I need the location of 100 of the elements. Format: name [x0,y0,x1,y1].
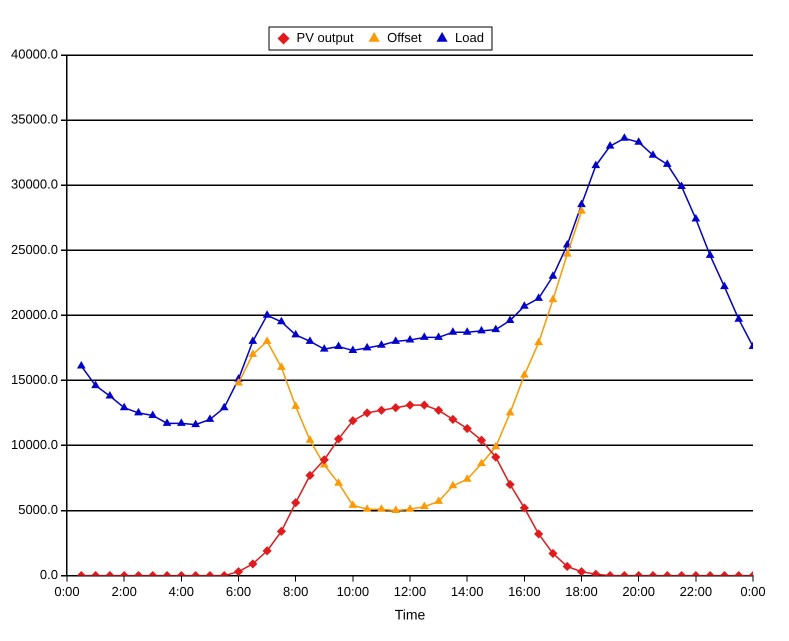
y-tick-label: 25000.0 [10,242,58,257]
x-tick-label: 0:00 [740,584,766,599]
point [563,250,571,257]
point [477,436,486,444]
y-tick-label: 15000.0 [10,372,58,387]
x-tick-label: 10:00 [336,584,370,599]
point [420,400,429,410]
point [278,318,286,324]
point [449,482,457,488]
point [420,333,428,340]
y-tick-label: 35000.0 [10,112,58,127]
y-tick-label: 5000.0 [18,502,58,518]
point [663,160,672,167]
point [578,206,586,214]
point [92,381,100,388]
legend-label: Offset [387,30,422,46]
point [249,350,257,357]
point [363,344,371,350]
point [292,402,300,409]
point [549,295,557,302]
point [262,546,272,556]
point [120,403,128,410]
y-tick-label: 20000.0 [10,306,58,322]
point [334,478,342,486]
point [320,456,328,464]
point [291,498,300,507]
point [620,134,628,141]
point [363,504,371,512]
x-tick-label: 6:00 [226,584,252,599]
point [492,325,500,332]
point [520,504,529,512]
point [449,328,457,335]
x-tick-label: 12:00 [394,584,426,599]
point [163,419,171,426]
point [448,415,458,424]
point [434,333,442,340]
point [491,452,500,462]
x-tick-label: 0:00 [54,584,80,599]
point [434,406,443,415]
point [306,471,314,480]
y-tick-label: 0.0 [40,567,58,582]
point [349,501,357,508]
point [263,337,271,344]
point [649,150,657,158]
point [548,549,558,558]
point [577,567,586,576]
x-tick-label: 14:00 [450,584,484,599]
point [277,527,286,536]
point [348,416,358,425]
point [520,370,528,378]
point [406,336,414,343]
point [306,337,314,344]
y-tick-label: 10000.0 [10,437,58,452]
point [492,442,500,450]
point [606,142,614,149]
point [334,342,342,350]
legend-label: Load [455,30,484,46]
point [506,480,514,489]
point [634,138,642,145]
point [362,408,372,418]
point [462,424,472,433]
x-tick-label: 20:00 [622,584,655,599]
y-tick-label: 40000.0 [10,46,58,62]
point [434,497,442,504]
point [78,362,86,369]
point [178,419,186,426]
point [192,420,200,428]
point [378,340,386,348]
point [720,282,728,290]
point [562,562,572,571]
point [534,530,543,538]
point [406,504,414,512]
point [220,403,228,410]
point [549,272,557,279]
point [349,346,357,353]
point [392,506,400,514]
point [334,434,343,444]
point [506,408,514,416]
point [234,567,243,576]
point [406,400,414,410]
point [391,403,400,412]
point [249,337,257,344]
point [692,214,700,222]
point [478,459,486,466]
point [306,436,314,443]
point [463,475,471,482]
point [578,200,586,208]
y-tick-label: 30000.0 [10,176,58,192]
point [563,240,571,248]
x-axis-title: Time [394,606,426,622]
point [534,294,542,301]
point [420,502,428,510]
point [278,363,286,370]
point [234,378,242,386]
point [248,560,258,568]
x-tick-label: 2:00 [112,584,137,599]
x-tick-label: 4:00 [168,584,194,599]
point [263,311,271,318]
point [706,251,714,258]
legend-label: PV output [296,30,354,46]
